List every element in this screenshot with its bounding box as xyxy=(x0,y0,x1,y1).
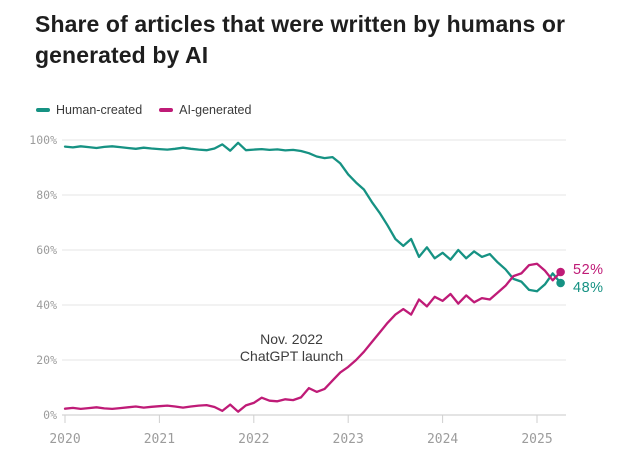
series-end-dot-human-created xyxy=(556,278,565,288)
x-axis-tick-label: 2023 xyxy=(333,432,364,447)
chart-title: Share of articles that were written by h… xyxy=(35,11,566,68)
y-axis-tick-label: 40% xyxy=(36,298,57,312)
y-axis-tick-label: 80% xyxy=(36,188,57,202)
x-axis-tick-label: 2024 xyxy=(427,432,458,447)
y-axis-tick-label: 60% xyxy=(36,243,57,257)
series-end-label-human-created: 48% xyxy=(573,280,604,296)
legend-swatch-ai-icon xyxy=(159,108,174,112)
y-axis-tick-label: 20% xyxy=(36,353,57,367)
x-axis-tick-label: 2025 xyxy=(521,432,552,447)
x-axis-tick-label: 2022 xyxy=(238,432,269,447)
x-axis-tick-label: 2021 xyxy=(144,432,175,447)
annotation-chatgpt-launch: Nov. 2022 xyxy=(260,331,323,347)
series-line-human-created xyxy=(63,141,562,293)
annotation-chatgpt-launch: ChatGPT launch xyxy=(240,348,343,364)
legend-swatch-human-icon xyxy=(36,108,50,112)
y-axis-tick-label: 100% xyxy=(29,133,57,147)
series-line-ai-generated xyxy=(63,262,562,413)
legend-item-ai-generated: AI-generated xyxy=(159,103,251,117)
y-axis-tick-label: 0% xyxy=(43,408,57,422)
legend-item-human-created: Human-created xyxy=(36,103,142,117)
legend-label-human: Human-created xyxy=(56,103,143,117)
legend: Human-created AI-generated xyxy=(36,103,251,117)
x-axis-tick-label: 2020 xyxy=(49,432,80,447)
legend-label-ai: AI-generated xyxy=(179,103,252,117)
series-end-dot-ai-generated xyxy=(556,267,565,277)
series-end-label-ai-generated: 52% xyxy=(573,262,604,278)
